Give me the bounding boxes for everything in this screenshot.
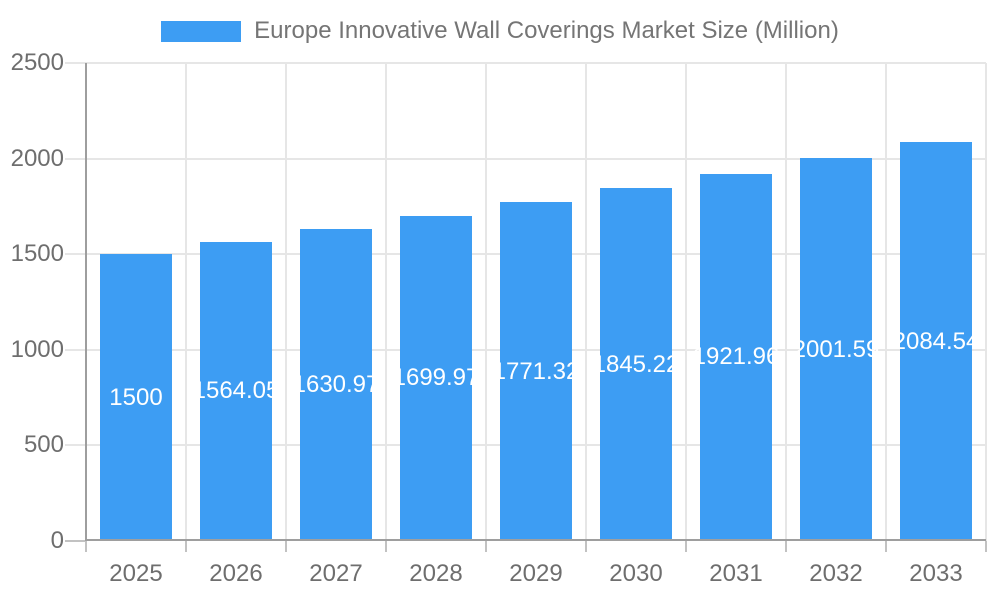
- legend-swatch: [161, 20, 242, 42]
- x-tick-label: 2031: [709, 560, 763, 587]
- bar[interactable]: [500, 202, 572, 541]
- x-tick-label: 2032: [809, 560, 863, 587]
- x-axis-tick: [285, 541, 287, 552]
- bar-value-label: 2001.59: [792, 335, 880, 363]
- bar-value-label: 1500: [109, 383, 163, 411]
- x-axis-tick: [585, 541, 587, 552]
- x-axis-tick: [385, 541, 387, 552]
- x-tick-label: 2033: [909, 560, 963, 587]
- y-tick-label: 1500: [10, 240, 64, 268]
- y-tick-label: 500: [23, 431, 64, 459]
- bar-value-label: 1921.96: [692, 343, 780, 371]
- x-axis-tick: [785, 541, 787, 552]
- v-gridline: [485, 63, 487, 541]
- bar[interactable]: [800, 158, 872, 541]
- y-tick-label: 2500: [10, 49, 64, 76]
- bar-value-label: 1845.22: [592, 350, 680, 378]
- x-tick-label: 2025: [109, 560, 163, 587]
- y-axis-line: [85, 63, 87, 541]
- x-axis-tick: [85, 541, 87, 552]
- v-gridline: [985, 63, 987, 541]
- bar-value-label: 2084.54: [892, 327, 980, 355]
- h-gridline: [65, 62, 986, 64]
- x-tick-label: 2029: [509, 560, 563, 587]
- v-gridline: [685, 63, 687, 541]
- bar[interactable]: [600, 188, 672, 541]
- x-axis-tick: [985, 541, 987, 552]
- v-gridline: [585, 63, 587, 541]
- y-tick-label: 2000: [10, 144, 64, 172]
- bar-value-label: 1564.05: [192, 377, 280, 405]
- v-gridline: [285, 63, 287, 541]
- bar[interactable]: [900, 142, 972, 541]
- v-gridline: [885, 63, 887, 541]
- x-axis-tick: [685, 541, 687, 552]
- bar[interactable]: [100, 254, 172, 541]
- x-tick-label: 2026: [209, 560, 263, 587]
- v-gridline: [385, 63, 387, 541]
- x-tick-label: 2030: [609, 560, 663, 587]
- x-tick-label: 2027: [309, 560, 363, 587]
- y-tick-label: 1000: [10, 335, 64, 363]
- v-gridline: [785, 63, 787, 541]
- bar[interactable]: [400, 215, 472, 541]
- bar-value-label: 1630.97: [292, 371, 380, 399]
- bar[interactable]: [200, 241, 272, 541]
- v-gridline: [185, 63, 187, 541]
- y-axis-tick: [65, 540, 86, 542]
- bar-value-label: 1699.97: [392, 364, 480, 392]
- y-tick-label: 0: [50, 527, 64, 554]
- x-axis-line: [86, 539, 986, 541]
- bar[interactable]: [300, 229, 372, 541]
- x-axis-tick: [185, 541, 187, 552]
- h-gridline: [65, 157, 986, 160]
- bar[interactable]: [700, 173, 772, 541]
- x-axis-tick: [885, 541, 887, 552]
- chart-legend[interactable]: Europe Innovative Wall Coverings Market …: [0, 14, 1000, 48]
- legend-label: Europe Innovative Wall Coverings Market …: [254, 17, 839, 44]
- x-tick-label: 2028: [409, 560, 463, 587]
- x-axis-tick: [485, 541, 487, 552]
- bar-value-label: 1771.32: [492, 357, 580, 385]
